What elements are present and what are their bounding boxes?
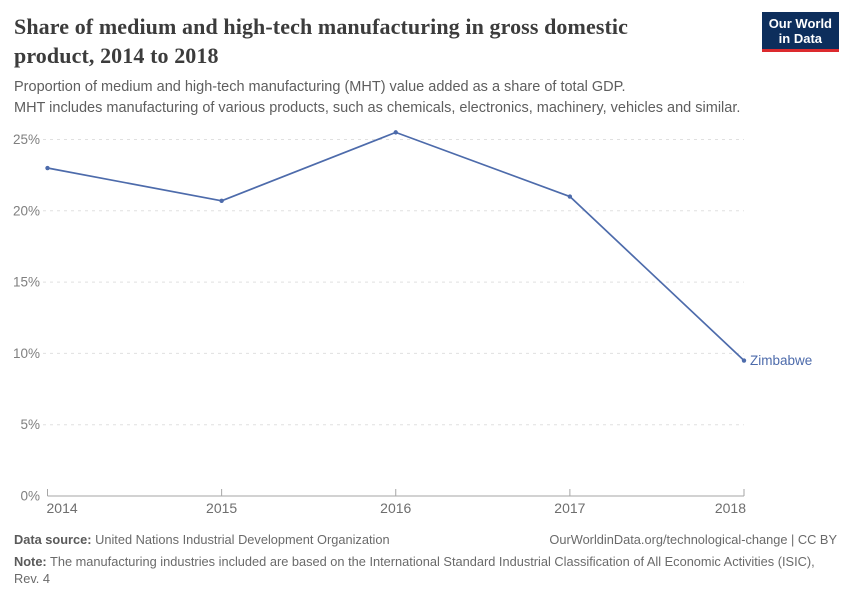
data-point-zimbabwe-2014 <box>45 165 50 171</box>
data-point-zimbabwe-2015 <box>219 198 224 204</box>
x-axis-label-2016: 2016 <box>380 500 411 516</box>
data-source: Data source: United Nations Industrial D… <box>14 531 390 548</box>
page-title: Share of medium and high-tech manufactur… <box>14 14 628 68</box>
y-axis-label-25: 25% <box>13 132 40 147</box>
footer-note: Note: The manufacturing industries inclu… <box>14 553 837 587</box>
x-axis-label-2017: 2017 <box>554 500 585 516</box>
x-axis-label-2018: 2018 <box>715 500 746 516</box>
y-axis-label-10: 10% <box>13 346 40 361</box>
y-axis-label-20: 20% <box>13 203 40 218</box>
note-label: Note: <box>14 554 47 569</box>
y-axis-label-15: 15% <box>13 275 40 290</box>
x-axis-label-2014: 2014 <box>47 500 78 516</box>
y-axis-label-0: 0% <box>20 489 40 504</box>
data-point-zimbabwe-2017 <box>567 194 573 199</box>
x-axis-label-2015: 2015 <box>206 500 237 516</box>
subtitle-line-2: MHT includes manufacturing of various pr… <box>14 100 741 116</box>
data-source-text: United Nations Industrial Development Or… <box>95 532 390 547</box>
owid-logo-line2: in Data <box>778 31 823 46</box>
footer: Data source: United Nations Industrial D… <box>14 531 837 548</box>
note-text: The manufacturing industries included ar… <box>14 554 815 586</box>
owid-logo-line1: Our World <box>768 16 832 31</box>
y-axis-label-5: 5% <box>20 417 40 432</box>
series-end-label: Zimbabwe <box>750 353 812 368</box>
data-point-zimbabwe-2018 <box>741 358 747 363</box>
data-point-zimbabwe-2016 <box>393 130 398 135</box>
subtitle-line-1: Proportion of medium and high-tech manuf… <box>14 79 626 95</box>
owid-url-link[interactable]: OurWorldinData.org/technological-change … <box>549 532 837 547</box>
data-line-zimbabwe <box>46 131 745 362</box>
line-chart: 0% 5% 10% 15% 20% 25% 2014 2015 2016 2017 2018 Zimb… <box>13 130 812 516</box>
chart-subtitle: Proportion of medium and high-tech manuf… <box>14 77 824 119</box>
data-source-label: Data source: <box>14 532 92 547</box>
owid-logo[interactable]: Our World in Data <box>761 12 839 52</box>
